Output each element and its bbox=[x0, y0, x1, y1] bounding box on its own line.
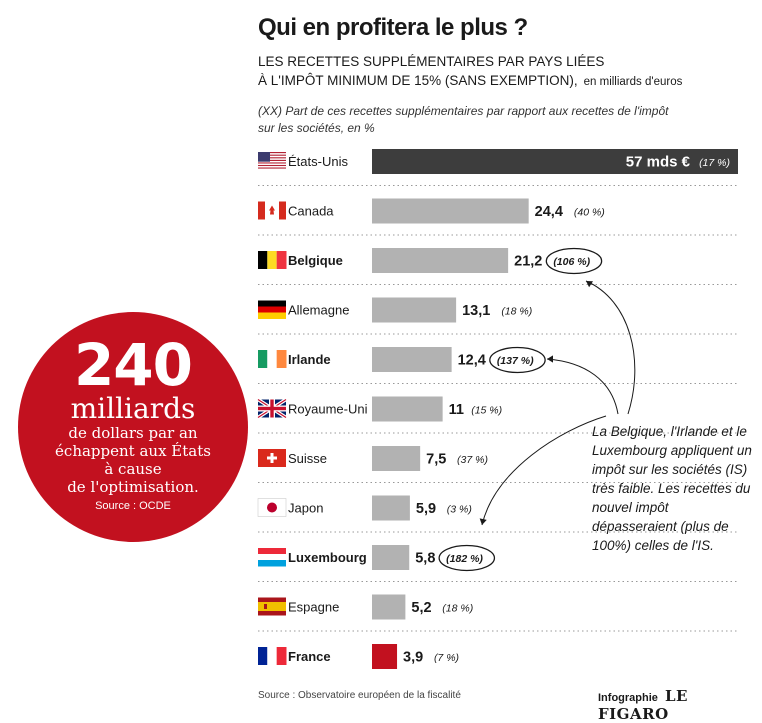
chart-title: Qui en profitera le plus ? bbox=[258, 14, 528, 41]
bar bbox=[372, 198, 529, 224]
value-label: 7,5 bbox=[426, 452, 446, 468]
bar bbox=[372, 297, 457, 323]
share-label: (3 %) bbox=[447, 504, 472, 516]
flag-fr-icon bbox=[258, 647, 287, 665]
bubble-number: 240 bbox=[73, 331, 193, 399]
country-label: États-Unis bbox=[288, 154, 348, 169]
value-label: 12,4 bbox=[458, 353, 486, 369]
share-label: (7 %) bbox=[434, 652, 459, 664]
share-label: (37 %) bbox=[457, 454, 488, 466]
share-label: (18 %) bbox=[501, 306, 532, 318]
bubble-line-1: de dollars par an bbox=[68, 424, 198, 442]
flag-ca-icon bbox=[258, 201, 286, 220]
bar bbox=[372, 149, 738, 174]
share-highlight-circle bbox=[438, 544, 496, 572]
country-label: Espagne bbox=[288, 600, 339, 615]
bar bbox=[372, 594, 406, 620]
bubble-line-4: de l'optimisation. bbox=[67, 478, 199, 496]
bar bbox=[372, 396, 443, 422]
value-label: 11 bbox=[449, 402, 464, 418]
arrow-head bbox=[586, 281, 593, 288]
share-highlight-circle bbox=[545, 247, 603, 275]
share-label: (106 %) bbox=[553, 256, 590, 268]
share-label: (17 %) bbox=[699, 157, 730, 169]
stat-bubble: 240 milliards de dollars par an échappen… bbox=[18, 312, 248, 542]
value-label: 3,9 bbox=[403, 650, 423, 666]
share-label: (137 %) bbox=[497, 355, 534, 367]
value-label: 5,2 bbox=[411, 600, 431, 616]
flag-jp-icon bbox=[257, 498, 287, 517]
arrow-head bbox=[547, 355, 553, 363]
country-label: Allemagne bbox=[288, 303, 349, 318]
arrow-head bbox=[479, 518, 487, 525]
share-label: (40 %) bbox=[574, 207, 605, 219]
country-label: Royaume-Uni bbox=[288, 402, 368, 417]
subtitle-line-2: À L'IMPÔT MINIMUM DE 15% (SANS EXEMPTION… bbox=[258, 73, 578, 88]
share-highlight-circle bbox=[489, 346, 546, 374]
bar bbox=[372, 495, 410, 521]
credit-label: Infographie bbox=[598, 692, 658, 704]
country-label: Canada bbox=[288, 204, 334, 219]
flag-de-icon bbox=[258, 300, 286, 319]
bubble-line-2: échappent aux États bbox=[55, 442, 211, 460]
share-label: (182 %) bbox=[446, 553, 483, 565]
flag-be-icon bbox=[258, 251, 287, 269]
source-footer: Source : Observatoire européen de la fis… bbox=[258, 690, 461, 701]
brand-credit: Infographie LE FIGARO bbox=[598, 687, 762, 723]
bar bbox=[372, 347, 452, 372]
chart-subtitle: LES RECETTES SUPPLÉMENTAIRES PAR PAYS LI… bbox=[258, 52, 682, 92]
flag-lu-icon bbox=[258, 548, 286, 567]
arrow-irlande bbox=[546, 358, 619, 415]
arrow-luxembourg bbox=[481, 415, 607, 526]
flag-us-icon bbox=[258, 152, 286, 170]
value-label: 5,8 bbox=[415, 551, 435, 567]
bar bbox=[372, 446, 421, 471]
share-label: (15 %) bbox=[471, 405, 502, 417]
callout-text: La Belgique, l'Irlande et le Luxembourg … bbox=[592, 424, 752, 553]
flag-es-icon bbox=[258, 597, 286, 616]
value-label: 24,4 bbox=[535, 204, 563, 220]
value-label: 57 mds € bbox=[626, 154, 691, 171]
country-label: Irlande bbox=[288, 352, 331, 367]
arrow-belgique bbox=[585, 280, 636, 415]
country-label: Japon bbox=[288, 501, 323, 516]
le-figaro-logo: LE FIGARO bbox=[598, 687, 688, 723]
flag-ie-icon bbox=[258, 350, 287, 368]
country-label: Luxembourg bbox=[288, 550, 367, 565]
flag-gb-icon bbox=[257, 398, 287, 419]
bubble-line-3: à cause bbox=[104, 460, 162, 478]
subtitle-line-1: LES RECETTES SUPPLÉMENTAIRES PAR PAYS LI… bbox=[258, 54, 605, 69]
value-label: 13,1 bbox=[462, 303, 490, 319]
share-label: (18 %) bbox=[442, 603, 473, 615]
country-label: France bbox=[288, 649, 331, 664]
flag-ch-icon bbox=[258, 449, 286, 467]
share-note: (XX) Part de ces recettes supplémentaire… bbox=[258, 104, 669, 135]
bubble-source: Source : OCDE bbox=[95, 500, 171, 512]
value-label: 5,9 bbox=[416, 501, 436, 517]
country-label: Suisse bbox=[288, 451, 327, 466]
unit-label: en milliards d'euros bbox=[583, 76, 683, 88]
value-label: 21,2 bbox=[514, 254, 542, 270]
bubble-word: milliards bbox=[70, 392, 196, 425]
bar bbox=[372, 248, 509, 273]
bar bbox=[372, 644, 398, 669]
bar bbox=[372, 545, 410, 570]
country-label: Belgique bbox=[288, 253, 343, 268]
